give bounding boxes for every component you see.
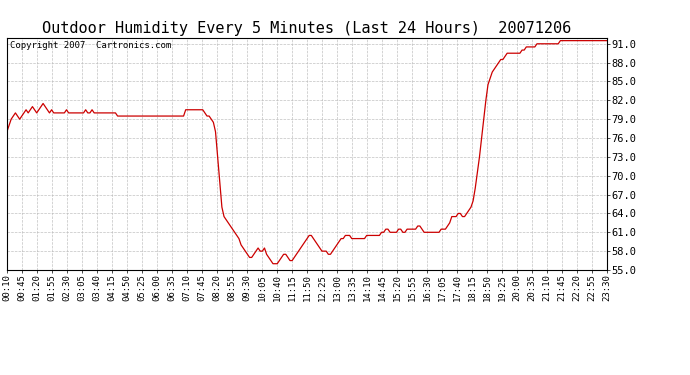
Title: Outdoor Humidity Every 5 Minutes (Last 24 Hours)  20071206: Outdoor Humidity Every 5 Minutes (Last 2…	[42, 21, 572, 36]
Text: Copyright 2007  Cartronics.com: Copyright 2007 Cartronics.com	[10, 41, 171, 50]
